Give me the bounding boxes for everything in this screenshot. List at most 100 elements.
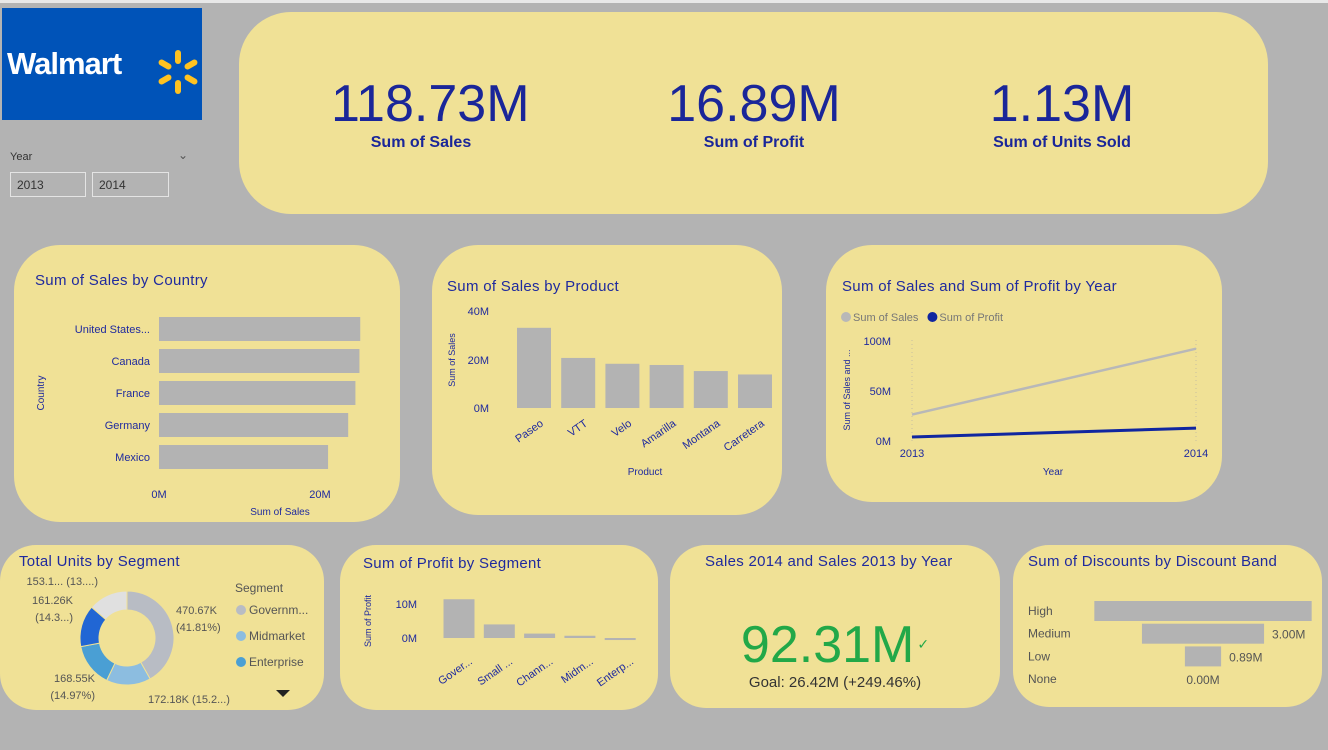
x-tick-label: 0M bbox=[151, 489, 166, 501]
y-tick-label: 0M bbox=[402, 633, 417, 645]
bar bbox=[159, 349, 360, 373]
category-label: Carretera bbox=[722, 417, 768, 454]
kpi-value: 1.13M bbox=[989, 75, 1135, 133]
bar bbox=[604, 638, 636, 641]
category-label: Medium bbox=[1028, 627, 1071, 641]
legend-title: Segment bbox=[235, 581, 284, 595]
chevron-down-icon[interactable]: ⌄ bbox=[178, 148, 189, 162]
bar bbox=[561, 357, 596, 408]
slice-label: 161.26K bbox=[32, 595, 74, 607]
card-title: Sum of Profit by Segment bbox=[363, 555, 542, 572]
y-axis-title: Country bbox=[36, 375, 47, 410]
spark-icon bbox=[158, 50, 198, 94]
category-label: Midm... bbox=[559, 656, 595, 687]
slice-label: 168.55K bbox=[54, 673, 96, 685]
units-donut-chart: 470.67K (41.81%) 172.18K (15.2...) 168.55K (… bbox=[26, 576, 308, 706]
slice-label: 153.1... (13....) bbox=[26, 576, 98, 588]
scroll-down-icon[interactable] bbox=[276, 690, 290, 697]
year-option-2013[interactable]: 2013 bbox=[10, 172, 86, 197]
discount-funnel-chart: High Medium 3.00M Low 0.89M None 0.00M bbox=[1028, 601, 1312, 687]
kpi-sales: 118.73M Sum of Sales bbox=[331, 74, 530, 152]
product-bar-chart: Paseo VTT Velo Amarilla Montana Carretera 0M 20… bbox=[447, 306, 772, 478]
units-by-segment-card[interactable]: Total Units by Segment 470.67K (41.81%) 17… bbox=[0, 545, 324, 710]
category-label: France bbox=[116, 388, 150, 400]
kpi-profit: 16.89M Sum of Profit bbox=[644, 74, 864, 152]
y-tick-label: 0M bbox=[474, 403, 489, 415]
slice-label: 470.67K bbox=[176, 605, 218, 617]
category-label: Mexico bbox=[115, 452, 150, 464]
bar bbox=[1094, 601, 1312, 621]
card-title: Sum of Sales and Sum of Profit by Year bbox=[842, 278, 1117, 295]
bar bbox=[1184, 646, 1222, 667]
legend-marker bbox=[927, 312, 938, 322]
bar bbox=[605, 363, 640, 408]
slice-label: 172.18K (15.2...) bbox=[148, 694, 230, 706]
kpi-value: 92.31M bbox=[740, 616, 915, 674]
legend-label: Sum of Profit bbox=[939, 312, 1003, 324]
category-label: Velo bbox=[610, 418, 634, 440]
slice-pct: (14.3...) bbox=[35, 612, 73, 624]
x-axis-title: Sum of Sales bbox=[250, 507, 309, 518]
kpi-value: 16.89M bbox=[667, 75, 841, 133]
data-label: 0.00M bbox=[1186, 673, 1219, 687]
category-label: Canada bbox=[111, 356, 150, 368]
slice-pct: (14.97%) bbox=[50, 690, 95, 702]
kpi-label: Sum of Sales bbox=[370, 134, 472, 151]
category-label: None bbox=[1028, 672, 1057, 686]
discounts-by-band-card[interactable]: Sum of Discounts by Discount Band High Me… bbox=[1013, 545, 1322, 707]
sales-profit-by-year-card[interactable]: Sum of Sales and Sum of Profit by Year S… bbox=[826, 245, 1222, 502]
card-title: Total Units by Segment bbox=[19, 553, 180, 570]
kpi-value-row: 92.31M ✓ bbox=[670, 615, 1000, 675]
bar bbox=[738, 374, 772, 408]
series-line bbox=[911, 426, 1197, 439]
kpi-label: Sum of Units Sold bbox=[993, 134, 1131, 151]
y-axis-title: Sum of Sales and ... bbox=[842, 349, 852, 430]
category-label: Small ... bbox=[476, 656, 515, 689]
x-tick-label: 2014 bbox=[1184, 448, 1208, 460]
bar bbox=[483, 624, 515, 638]
card-title: Sum of Sales by Product bbox=[447, 278, 619, 295]
sales-by-country-card[interactable]: Sum of Sales by Country United States...… bbox=[14, 245, 400, 522]
legend-marker bbox=[236, 657, 246, 667]
bar bbox=[159, 445, 329, 469]
sales-kpi-card[interactable]: Sales 2014 and Sales 2013 by Year 92.31M… bbox=[670, 545, 1000, 708]
category-label: Low bbox=[1028, 649, 1050, 663]
y-axis-title: Sum of Sales bbox=[447, 333, 457, 387]
window-top-edge bbox=[0, 0, 1328, 3]
kpi-units: 1.13M Sum of Units Sold bbox=[962, 74, 1162, 152]
category-label: VTT bbox=[566, 417, 590, 439]
kpi-value: 118.73M bbox=[331, 75, 530, 133]
bar bbox=[564, 635, 596, 638]
kpi-label: Sum of Profit bbox=[703, 134, 805, 151]
donut-slice bbox=[90, 590, 128, 621]
y-tick-label: 50M bbox=[870, 386, 891, 398]
x-tick-label: 20M bbox=[309, 489, 330, 501]
bar bbox=[1141, 623, 1265, 644]
legend-marker bbox=[236, 631, 246, 641]
y-tick-label: 0M bbox=[876, 436, 891, 448]
bar bbox=[159, 381, 356, 405]
legend-label: Midmarket bbox=[249, 629, 306, 643]
slicer-label: Year bbox=[10, 151, 33, 163]
bar bbox=[649, 364, 684, 408]
data-label: 0.89M bbox=[1229, 650, 1262, 664]
y-tick-label: 40M bbox=[468, 306, 489, 318]
profit-by-segment-card[interactable]: Sum of Profit by Segment Gover... Small .… bbox=[340, 545, 658, 710]
category-label: Montana bbox=[681, 417, 724, 452]
card-title: Sum of Discounts by Discount Band bbox=[1028, 553, 1278, 570]
legend-marker bbox=[841, 312, 851, 322]
category-label: Paseo bbox=[513, 418, 545, 446]
category-label: Gover... bbox=[436, 656, 474, 688]
bar bbox=[693, 371, 728, 408]
slice-pct: (41.81%) bbox=[176, 622, 221, 634]
sales-by-product-card[interactable]: Sum of Sales by Product Paseo VTT Velo Amar… bbox=[432, 245, 782, 515]
legend-label: Governm... bbox=[249, 603, 308, 617]
y-tick-label: 100M bbox=[863, 336, 891, 348]
bar bbox=[159, 413, 349, 437]
category-label: Enterp... bbox=[595, 656, 636, 690]
y-axis-title: Sum of Profit bbox=[363, 594, 373, 647]
x-axis-title: Year bbox=[1043, 467, 1064, 478]
legend-label: Enterprise bbox=[249, 655, 304, 669]
year-option-2014[interactable]: 2014 bbox=[92, 172, 169, 197]
profit-bar-chart: Gover... Small ... Chann... Midm... Enterp..… bbox=[363, 594, 636, 690]
